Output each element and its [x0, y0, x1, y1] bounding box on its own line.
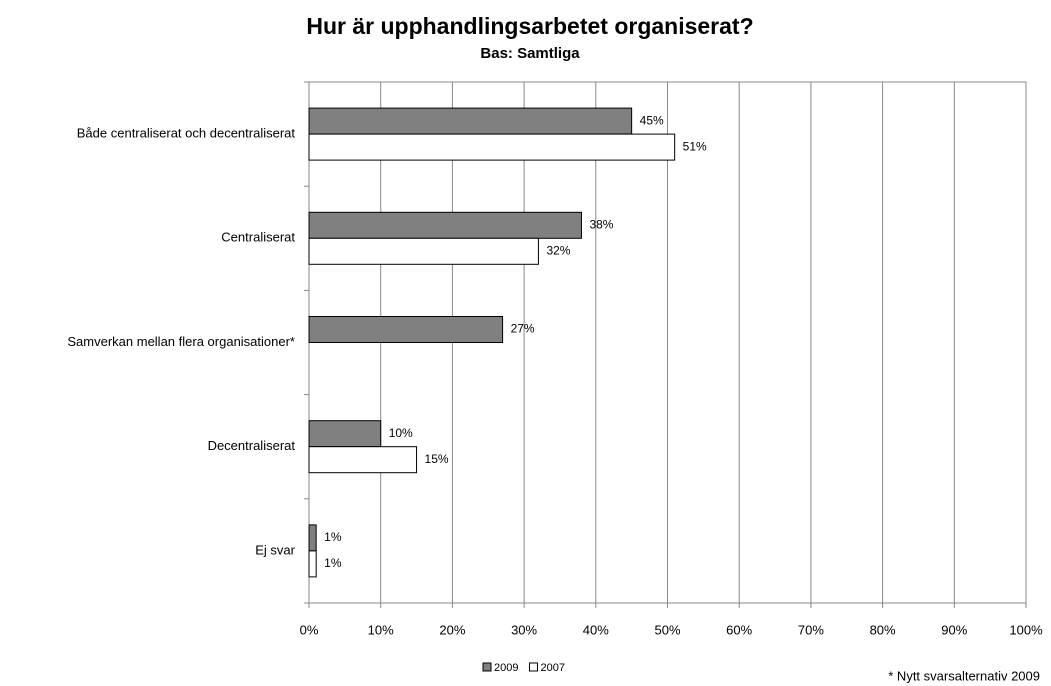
bar: [308, 316, 504, 343]
bar: [308, 237, 539, 265]
x-tick-label: 10%: [368, 622, 394, 637]
x-tick-label: 70%: [798, 622, 824, 637]
value-label: 45%: [640, 113, 664, 127]
bar: [308, 446, 418, 474]
bar: [308, 211, 582, 239]
chart-subtitle: Bas: Samtliga: [480, 45, 580, 62]
x-tick-label: 20%: [439, 622, 465, 637]
x-tick-label: 90%: [941, 622, 967, 637]
legend-label: 2009: [494, 662, 518, 674]
y-tick-label: Både centraliserat och decentraliserat: [77, 126, 296, 141]
x-tick-label: 100%: [1009, 622, 1043, 637]
y-tick-label: Decentraliserat: [208, 438, 296, 453]
legend-label: 2007: [540, 662, 564, 674]
x-tick-label: 60%: [726, 622, 752, 637]
x-tick-label: 0%: [300, 622, 319, 637]
y-tick-label: Samverkan mellan flera organisationer*: [67, 334, 295, 349]
legend-swatch: [528, 662, 538, 672]
x-tick-label: 80%: [870, 622, 896, 637]
bar: [308, 420, 382, 448]
value-label: 1%: [324, 556, 342, 570]
chart-title: Hur är upphandlingsarbetet organiserat?: [306, 13, 753, 39]
value-label: 51%: [683, 139, 707, 153]
bar: [308, 133, 676, 161]
value-label: 10%: [389, 426, 413, 440]
value-label: 38%: [589, 217, 613, 231]
y-tick-label: Centraliserat: [221, 230, 295, 245]
x-tick-label: 30%: [511, 622, 537, 637]
value-label: 27%: [511, 322, 535, 336]
legend-swatch: [482, 662, 492, 672]
value-label: 32%: [546, 243, 570, 257]
value-label: 15%: [425, 452, 449, 466]
y-tick-label: Ej svar: [255, 542, 295, 557]
bar: [308, 524, 317, 552]
value-label: 1%: [324, 530, 342, 544]
x-tick-label: 50%: [654, 622, 680, 637]
bar: [308, 107, 633, 135]
x-tick-label: 40%: [583, 622, 609, 637]
bar: [308, 550, 317, 578]
annotation: * Nytt svarsalternativ 2009: [888, 668, 1040, 683]
